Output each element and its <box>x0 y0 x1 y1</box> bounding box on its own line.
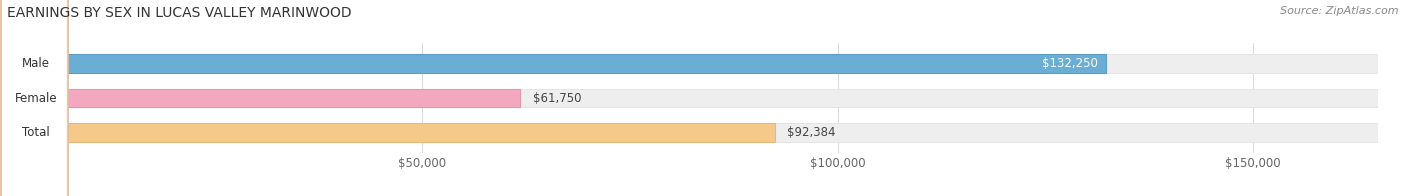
Text: Total: Total <box>22 126 51 139</box>
FancyBboxPatch shape <box>1 0 67 196</box>
Bar <box>7 54 1105 73</box>
Bar <box>7 54 1378 73</box>
Text: EARNINGS BY SEX IN LUCAS VALLEY MARINWOOD: EARNINGS BY SEX IN LUCAS VALLEY MARINWOO… <box>7 6 351 20</box>
Text: Female: Female <box>15 92 58 104</box>
Text: $132,250: $132,250 <box>1042 57 1098 70</box>
Bar <box>7 123 775 142</box>
Text: Source: ZipAtlas.com: Source: ZipAtlas.com <box>1281 6 1399 16</box>
Bar <box>7 89 520 107</box>
FancyBboxPatch shape <box>1 0 67 196</box>
Bar <box>7 123 1378 142</box>
Text: Male: Male <box>22 57 51 70</box>
Text: $92,384: $92,384 <box>787 126 835 139</box>
Text: $61,750: $61,750 <box>533 92 581 104</box>
FancyBboxPatch shape <box>1 0 67 196</box>
Bar <box>7 89 1378 107</box>
